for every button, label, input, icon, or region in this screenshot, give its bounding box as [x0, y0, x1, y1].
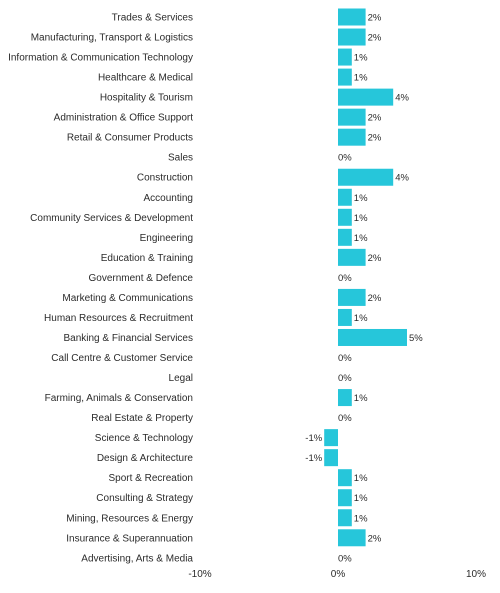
value-label: 2% — [368, 293, 382, 304]
value-label: 1% — [354, 513, 368, 524]
bar — [338, 168, 394, 186]
value-label: 1% — [354, 53, 368, 64]
value-label: 0% — [338, 373, 352, 384]
value-labels: 2%2%1%1%4%2%2%0%4%1%1%1%2%0%2%1%5%0%0%1%… — [305, 13, 423, 565]
category-label: Real Estate & Property — [91, 413, 193, 424]
category-label: Call Centre & Customer Service — [51, 353, 193, 364]
category-labels: Trades & Services Manufacturing, Transpor… — [8, 13, 193, 565]
value-label: 2% — [368, 253, 382, 264]
category-label: Information & Communication Technology — [8, 53, 193, 64]
bar — [338, 509, 352, 527]
category-label: Community Services & Development — [30, 213, 193, 224]
category-label: Government & Defence — [89, 273, 194, 284]
category-label: Banking & Financial Services — [63, 333, 193, 344]
value-label: 0% — [338, 153, 352, 164]
bar — [338, 28, 366, 46]
category-label: Healthcare & Medical — [98, 73, 193, 84]
value-label: -1% — [305, 453, 322, 464]
value-label: 1% — [354, 313, 368, 324]
bar — [338, 248, 366, 266]
bar — [338, 529, 366, 547]
bar — [338, 469, 352, 487]
x-tick-label: -10% — [188, 569, 211, 580]
category-label: Legal — [169, 373, 193, 384]
bar — [338, 88, 394, 106]
value-label: 1% — [354, 473, 368, 484]
bar — [338, 48, 352, 66]
x-axis-ticks: -10% 0% 10% — [188, 569, 486, 580]
value-label: 1% — [354, 213, 368, 224]
category-label: Manufacturing, Transport & Logistics — [31, 33, 193, 44]
bar — [338, 328, 407, 346]
value-label: 5% — [409, 333, 423, 344]
value-label: 0% — [338, 413, 352, 424]
bar — [338, 108, 366, 126]
category-label: Accounting — [144, 193, 193, 204]
category-label: Insurance & Superannuation — [66, 533, 193, 544]
category-label: Mining, Resources & Energy — [66, 513, 193, 524]
bar — [338, 389, 352, 407]
category-label: Science & Technology — [95, 433, 193, 444]
value-label: -1% — [305, 433, 322, 444]
bar — [338, 128, 366, 146]
value-label: 0% — [338, 553, 352, 564]
bar — [338, 308, 352, 326]
value-label: 2% — [368, 113, 382, 124]
category-label: Consulting & Strategy — [96, 493, 193, 504]
category-label: Human Resources & Recruitment — [44, 313, 193, 324]
category-label: Hospitality & Tourism — [100, 93, 193, 104]
bar — [338, 208, 352, 226]
category-label: Construction — [137, 173, 193, 184]
bar — [338, 288, 366, 306]
x-tick-label: 0% — [331, 569, 346, 580]
value-label: 4% — [395, 173, 409, 184]
category-label: Farming, Animals & Conservation — [45, 393, 193, 404]
category-label: Education & Training — [101, 253, 193, 264]
category-label: Sport & Recreation — [109, 473, 194, 484]
bar — [324, 449, 338, 467]
value-label: 2% — [368, 133, 382, 144]
bar — [338, 188, 352, 206]
category-label: Design & Architecture — [97, 453, 194, 464]
value-label: 2% — [368, 33, 382, 44]
value-label: 2% — [368, 533, 382, 544]
category-label: Marketing & Communications — [62, 293, 193, 304]
value-label: 1% — [354, 73, 368, 84]
value-label: 1% — [354, 393, 368, 404]
category-label: Sales — [168, 153, 193, 164]
value-label: 1% — [354, 493, 368, 504]
category-label: Trades & Services — [112, 13, 193, 24]
category-label: Engineering — [140, 233, 193, 244]
bar — [338, 228, 352, 246]
value-label: 1% — [354, 233, 368, 244]
value-label: 4% — [395, 93, 409, 104]
value-label: 1% — [354, 193, 368, 204]
x-tick-label: 10% — [466, 569, 486, 580]
category-label: Advertising, Arts & Media — [81, 553, 193, 564]
bars — [324, 8, 407, 547]
bar — [338, 489, 352, 507]
value-label: 0% — [338, 353, 352, 364]
value-label: 2% — [368, 13, 382, 24]
category-label: Administration & Office Support — [54, 113, 194, 124]
category-label: Retail & Consumer Products — [67, 133, 193, 144]
bar — [324, 429, 338, 447]
bar — [338, 8, 366, 26]
bar — [338, 68, 352, 86]
value-label: 0% — [338, 273, 352, 284]
